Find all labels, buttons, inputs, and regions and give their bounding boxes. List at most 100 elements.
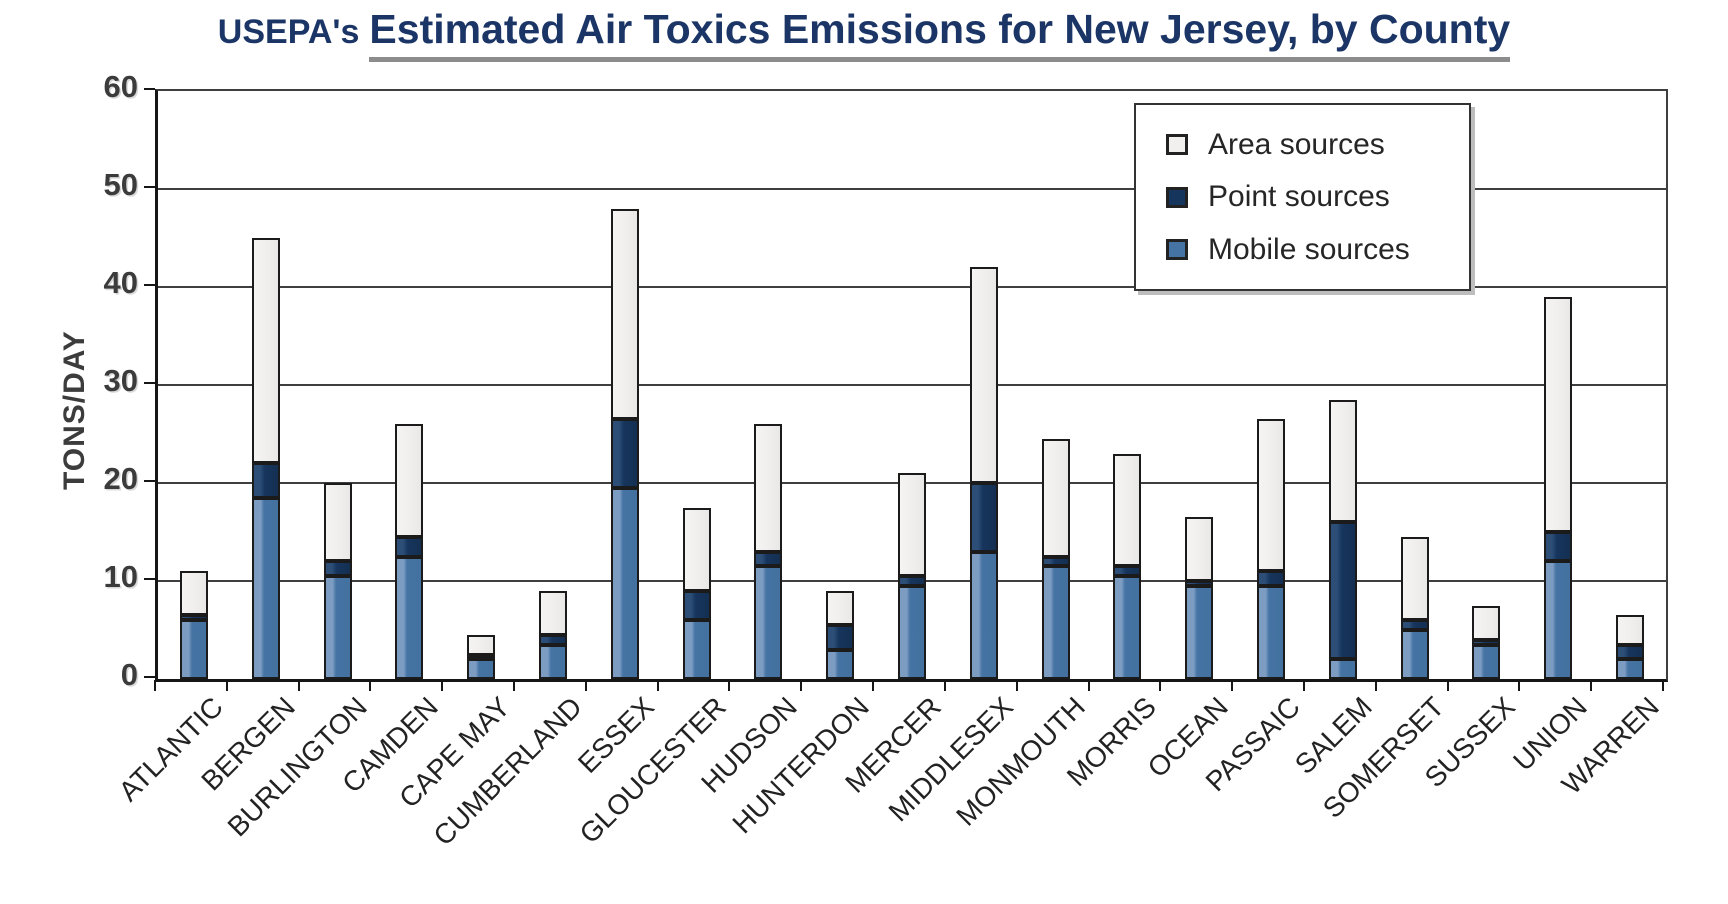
bar-segment-cumberland-point: [538, 634, 567, 645]
bar-segment-camden-mobile: [395, 556, 424, 679]
bar-segment-cape-may-area: [467, 634, 496, 655]
bar-segment-sussex-area: [1472, 605, 1501, 640]
gridline-40: [158, 286, 1666, 288]
bar-segment-gloucester-area: [682, 507, 711, 591]
bar-segment-bergen-mobile: [251, 497, 280, 679]
x-tick-17: [1374, 680, 1377, 691]
x-tick-11: [943, 680, 946, 691]
x-tick-0: [154, 680, 156, 691]
bar-segment-ocean-mobile: [1185, 585, 1214, 679]
x-tick-1: [225, 680, 228, 691]
bar-segment-essex-mobile: [610, 487, 639, 679]
bar-segment-middlesex-mobile: [969, 551, 998, 679]
y-tick-label-20: 20: [103, 461, 138, 496]
legend-label: Mobile sources: [1208, 232, 1410, 266]
y-tick-label-60: 60: [103, 69, 138, 104]
legend: Area sources Point sources Mobile sources: [1134, 103, 1471, 291]
bar-segment-cape-may-point: [467, 654, 496, 660]
bar-segment-salem-mobile: [1328, 659, 1357, 679]
x-tick-9: [800, 680, 803, 691]
bar-segment-bergen-point: [251, 463, 280, 498]
legend-item-point-sources: Point sources: [1136, 180, 1469, 214]
y-tick-50: [144, 186, 155, 188]
legend-item-mobile-sources: Mobile sources: [1136, 233, 1469, 267]
bar-segment-hudson-point: [754, 551, 783, 567]
bar-segment-passaic-mobile: [1257, 585, 1286, 679]
x-tick-18: [1446, 680, 1449, 691]
y-tick-label-40: 40: [103, 265, 138, 300]
x-tick-13: [1087, 680, 1090, 691]
chart-title-main: Estimated Air Toxics Emissions for New J…: [369, 6, 1511, 62]
chart-title: USEPA's Estimated Air Toxics Emissions f…: [0, 6, 1728, 62]
bar-segment-sussex-mobile: [1472, 644, 1501, 679]
bar-segment-mercer-area: [898, 473, 926, 577]
x-tick-5: [513, 680, 516, 691]
bar-segment-sussex-point: [1472, 639, 1501, 645]
x-tick-12: [1015, 680, 1018, 691]
gridline-50: [158, 188, 1666, 190]
bar-segment-cumberland-area: [538, 590, 567, 635]
bar-segment-gloucester-point: [682, 590, 711, 621]
bar-segment-monmouth-point: [1041, 556, 1070, 567]
y-tick-60: [144, 88, 155, 90]
legend-swatch-area-icon: [1166, 134, 1188, 155]
y-tick-label-10: 10: [103, 559, 138, 594]
bar-segment-somerset-area: [1400, 536, 1429, 621]
y-tick-40: [144, 284, 155, 286]
y-tick-20: [144, 480, 155, 482]
bar-segment-union-point: [1544, 532, 1573, 562]
x-tick-4: [441, 680, 444, 691]
bar-segment-burlington-area: [323, 483, 352, 562]
bar-segment-monmouth-area: [1041, 438, 1070, 557]
bar-segment-hunterdon-area: [826, 590, 855, 626]
bar-segment-bergen-area: [251, 238, 280, 464]
y-tick-10: [144, 578, 155, 580]
x-tick-16: [1302, 680, 1305, 691]
bar-segment-ocean-point: [1185, 581, 1214, 586]
x-tick-20: [1590, 680, 1593, 691]
legend-item-area-sources: Area sources: [1136, 128, 1469, 162]
bar-segment-cape-may-mobile: [467, 659, 496, 679]
bar-segment-essex-point: [610, 419, 639, 488]
plot-inner: [158, 91, 1666, 679]
x-tick-3: [369, 680, 372, 691]
bar-segment-mercer-point: [898, 576, 926, 586]
bar-segment-camden-area: [395, 424, 424, 537]
y-tick-label-0: 0: [120, 657, 138, 692]
chart-title-prefix: USEPA's: [217, 13, 360, 51]
bar-segment-hudson-mobile: [754, 566, 783, 679]
bar-segment-somerset-point: [1400, 620, 1429, 630]
bar-segment-middlesex-point: [969, 483, 998, 552]
x-tick-19: [1518, 680, 1521, 691]
bar-segment-morris-point: [1113, 566, 1142, 577]
bar-segment-middlesex-area: [969, 267, 998, 483]
bar-segment-warren-mobile: [1616, 659, 1645, 679]
bar-segment-warren-area: [1616, 615, 1645, 645]
legend-label: Area sources: [1208, 127, 1385, 161]
bar-segment-burlington-point: [323, 561, 352, 577]
x-tick-15: [1231, 680, 1234, 691]
bar-segment-atlantic-point: [179, 615, 208, 621]
bar-segment-burlington-mobile: [323, 576, 352, 679]
legend-label: Point sources: [1208, 180, 1390, 213]
bar-segment-warren-point: [1616, 644, 1645, 660]
bar-segment-monmouth-mobile: [1041, 566, 1070, 679]
legend-swatch-mobile-icon: [1166, 239, 1188, 260]
legend-swatch-point-icon: [1166, 186, 1188, 208]
y-tick-label-30: 30: [103, 363, 138, 398]
bar-segment-ocean-area: [1185, 517, 1214, 581]
bar-segment-cumberland-mobile: [538, 644, 567, 679]
bar-segment-morris-area: [1113, 453, 1142, 567]
bar-segment-union-mobile: [1544, 561, 1573, 679]
x-tick-8: [728, 680, 731, 691]
x-tick-6: [584, 680, 587, 691]
bar-segment-salem-point: [1328, 522, 1357, 660]
bar-segment-hunterdon-mobile: [826, 649, 855, 679]
y-tick-0: [144, 676, 155, 678]
bar-segment-somerset-mobile: [1400, 630, 1429, 679]
bar-segment-atlantic-mobile: [179, 620, 208, 679]
bar-segment-salem-area: [1328, 399, 1357, 523]
x-tick-14: [1159, 680, 1162, 691]
bar-segment-essex-area: [610, 208, 639, 420]
